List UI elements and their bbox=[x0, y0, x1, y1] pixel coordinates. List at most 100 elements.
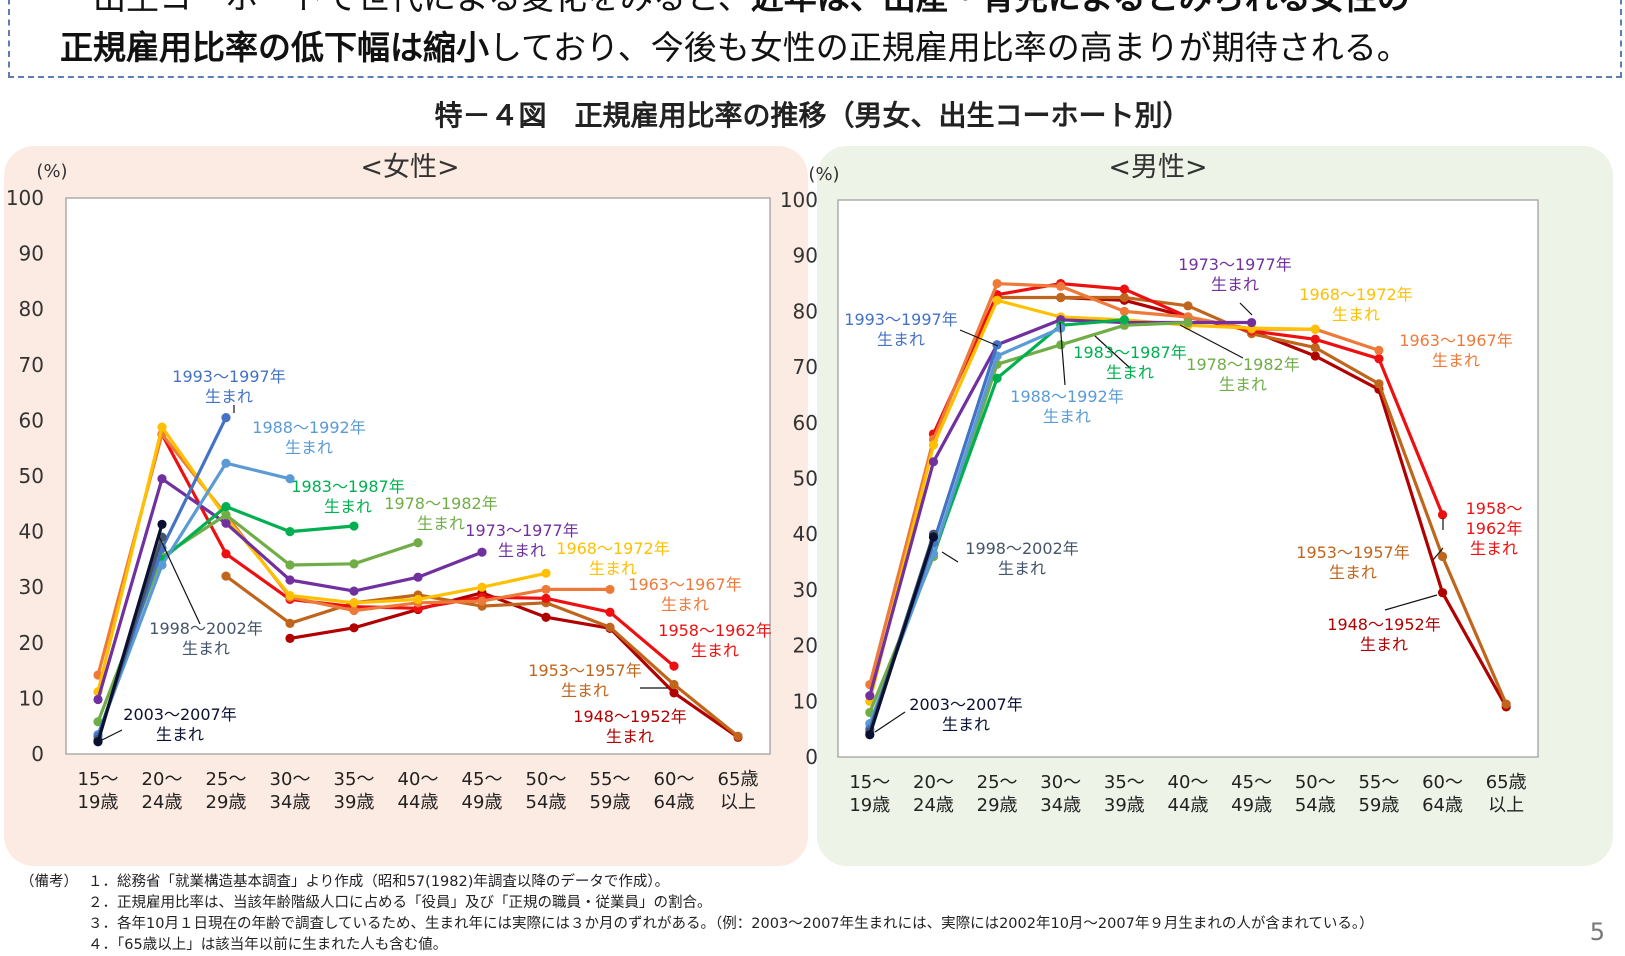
y-tick-label: 10 bbox=[19, 686, 44, 710]
y-tick-label: 70 bbox=[19, 353, 44, 377]
data-point bbox=[928, 457, 939, 467]
data-point bbox=[1374, 345, 1384, 355]
series-label: 1993～1997年 bbox=[844, 310, 957, 329]
series-label: 1958～1962年 bbox=[658, 621, 771, 640]
data-point bbox=[413, 594, 423, 605]
series-label: 生まれ bbox=[324, 497, 372, 516]
note-row: （備考） １．総務省「就業構造基本調査」より作成（昭和57(1982)年調査以降の… bbox=[20, 872, 1374, 893]
data-point bbox=[1056, 340, 1066, 350]
series-line bbox=[868, 535, 936, 737]
series-label: 1993～1997年 bbox=[172, 367, 285, 386]
summary-line-2: 正規雇用比率の低下幅は縮小しており、今後も女性の正規雇用比率の高まりが期待される… bbox=[60, 28, 1410, 68]
data-point bbox=[477, 582, 487, 592]
series-label: 1973～1977年 bbox=[465, 521, 578, 540]
y-tick-label: 30 bbox=[19, 575, 44, 599]
data-point bbox=[285, 618, 295, 628]
series-label: 1948～1952年 bbox=[1327, 615, 1440, 634]
y-tick-label: 0 bbox=[31, 742, 44, 766]
x-tick-label: 54歳 bbox=[526, 792, 567, 813]
label-leader-line bbox=[1094, 335, 1131, 369]
label-leader-line bbox=[874, 711, 906, 733]
note-item: ３．各年10月１日現在の年齢で調査しているため、生まれ年には実際には３か月のずれ… bbox=[88, 916, 1374, 932]
x-tick-label: 24歳 bbox=[913, 795, 954, 816]
label-leader-line bbox=[959, 329, 999, 347]
data-point bbox=[865, 730, 875, 740]
notes-label: （備考） bbox=[20, 874, 78, 890]
data-point bbox=[285, 575, 295, 585]
series-line bbox=[1059, 295, 1508, 709]
data-point bbox=[221, 413, 231, 423]
data-point bbox=[1310, 343, 1320, 353]
data-point bbox=[541, 568, 551, 578]
data-point bbox=[349, 598, 359, 608]
series-label: 1983～1987年 bbox=[291, 477, 404, 496]
x-tick-label: 15～ bbox=[78, 769, 119, 790]
summary-emphasis: 正規雇用比率の低下幅は縮小 bbox=[60, 28, 489, 67]
data-point bbox=[541, 584, 551, 595]
x-tick-label: 44歳 bbox=[1168, 795, 1209, 816]
plot-area bbox=[65, 197, 771, 755]
data-point bbox=[221, 571, 231, 581]
series-label: 生まれ bbox=[417, 514, 465, 533]
data-point bbox=[992, 373, 1002, 383]
series-label: 生まれ bbox=[589, 559, 637, 578]
y-tick-label: 50 bbox=[19, 464, 44, 488]
x-tick-label: 44歳 bbox=[398, 792, 439, 813]
x-tick-label: 45～ bbox=[462, 769, 503, 790]
x-tick-label: 20～ bbox=[913, 772, 954, 793]
x-tick-label: 59歳 bbox=[590, 792, 631, 813]
series-label: 1988～1992年 bbox=[252, 418, 365, 437]
series-label: 生まれ bbox=[661, 595, 709, 614]
x-tick-label: 25～ bbox=[206, 769, 247, 790]
data-point bbox=[1119, 292, 1129, 303]
note-row: ２．正規雇用比率は、当該年齢階級人口に占める「役員」及び「正規の職員・従業員」の… bbox=[20, 893, 1374, 914]
x-tick-label: 64歳 bbox=[654, 792, 695, 813]
y-tick-label: 60 bbox=[19, 408, 44, 432]
x-tick-label: 29歳 bbox=[977, 795, 1018, 816]
x-tick-label: 65歳 bbox=[718, 769, 759, 790]
data-point bbox=[1437, 588, 1448, 598]
summary-text: しており、今後も女性の正規雇用比率の高まりが期待される。 bbox=[489, 28, 1410, 67]
x-tick-label: 以上 bbox=[720, 792, 756, 813]
data-point bbox=[1374, 379, 1384, 389]
x-tick-label: 65歳 bbox=[1486, 772, 1527, 793]
x-tick-label: 24歳 bbox=[142, 792, 183, 813]
series-line bbox=[96, 461, 292, 737]
x-tick-label: 40～ bbox=[1168, 772, 1209, 793]
series-line bbox=[96, 425, 548, 694]
data-point bbox=[349, 521, 359, 531]
x-tick-label: 25～ bbox=[977, 772, 1018, 793]
x-tick-label: 55～ bbox=[1358, 772, 1399, 793]
data-point bbox=[1119, 306, 1129, 316]
x-tick-label: 54歳 bbox=[1295, 795, 1336, 816]
data-point bbox=[992, 340, 1002, 350]
series-label: 生まれ bbox=[156, 725, 204, 744]
series-label: 1973～1977年 bbox=[1178, 255, 1291, 274]
x-tick-label: 34歳 bbox=[1040, 795, 1081, 816]
data-point bbox=[349, 559, 359, 569]
data-point bbox=[221, 549, 231, 559]
x-tick-label: 34歳 bbox=[270, 792, 311, 813]
series-2003 bbox=[865, 532, 939, 740]
data-point bbox=[93, 737, 103, 747]
x-tick-label: 15～ bbox=[849, 772, 890, 793]
y-tick-label: 100 bbox=[780, 188, 818, 212]
series-label: 生まれ bbox=[1106, 363, 1154, 382]
series-label: 1953～1957年 bbox=[1296, 543, 1409, 562]
series-label: 生まれ bbox=[1470, 539, 1518, 558]
series-label: 1963～1967年 bbox=[628, 575, 741, 594]
data-point bbox=[1056, 281, 1066, 291]
series-1973 bbox=[93, 474, 487, 705]
female-chart: <女性> (%) 0 10 20 30 40 50 60 70 80 90 100 15～19歳 20～24… bbox=[6, 152, 772, 813]
data-point bbox=[605, 584, 615, 595]
y-tick-label: 50 bbox=[793, 467, 818, 491]
data-point bbox=[349, 623, 359, 633]
summary-line-1: ・出生コーホートで世代による変化をみると、近年は、出産・育児によるとみられる女性… bbox=[60, 0, 1410, 18]
series-label: 1978～1982年 bbox=[1186, 355, 1299, 374]
data-point bbox=[1119, 315, 1129, 325]
series-label: 生まれ bbox=[498, 541, 546, 560]
data-point bbox=[157, 474, 167, 484]
x-tick-label: 39歳 bbox=[1104, 795, 1145, 816]
series-label: 生まれ bbox=[205, 387, 253, 406]
